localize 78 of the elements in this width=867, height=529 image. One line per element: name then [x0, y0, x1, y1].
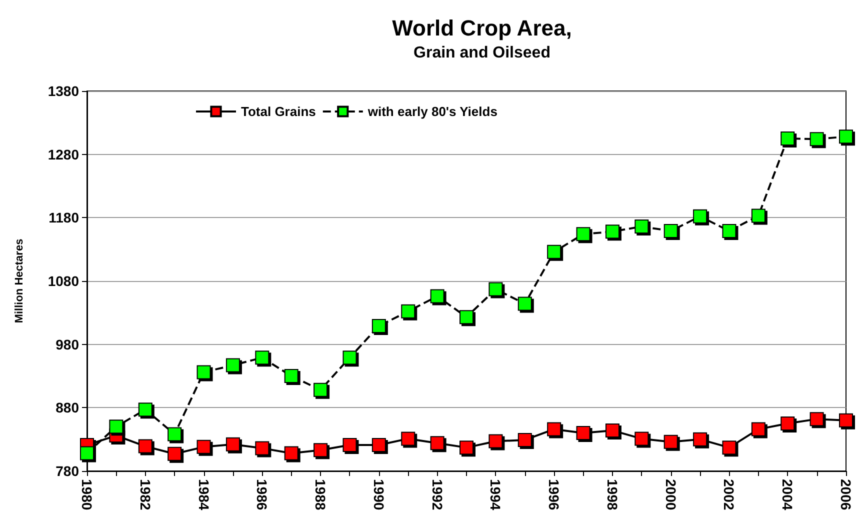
y-tick-label: 1280: [48, 146, 80, 162]
point: [488, 434, 503, 448]
x-tick-label: 1992: [429, 479, 446, 510]
point: [226, 437, 240, 452]
point: [693, 432, 708, 446]
x-tick-label: 2004: [780, 479, 796, 510]
point: [518, 432, 532, 447]
point: [722, 224, 736, 238]
legend-label: Total Grains: [241, 104, 316, 119]
point: [168, 427, 182, 442]
point: [284, 446, 298, 460]
x-tick-label: 1990: [370, 479, 387, 510]
point: [605, 224, 620, 239]
point: [488, 282, 503, 296]
y-tick-label: 1080: [48, 273, 80, 289]
point: [460, 310, 474, 324]
point: [839, 130, 853, 144]
y-axis-title: Million Hectares: [14, 238, 26, 324]
point: [547, 244, 562, 259]
point: [255, 350, 270, 365]
y-tick-label: 880: [56, 400, 80, 416]
y-tick-label: 1380: [48, 83, 80, 99]
chart-title: World Crop Area,: [392, 16, 572, 40]
point: [196, 440, 211, 454]
point: [138, 439, 152, 454]
point: [576, 227, 590, 242]
point: [372, 438, 386, 452]
point: [693, 209, 708, 224]
x-tick-label: 1988: [312, 479, 329, 510]
point: [664, 434, 678, 449]
point: [518, 296, 532, 311]
point: [314, 382, 328, 397]
point: [664, 224, 678, 238]
point: [722, 440, 736, 455]
x-tick-label: 1980: [79, 479, 95, 510]
chart-subtitle: Grain and Oilseed: [414, 44, 550, 62]
point: [226, 358, 240, 372]
x-tick-label: 1986: [254, 479, 270, 510]
point: [839, 413, 853, 428]
point: [342, 350, 357, 365]
point: [460, 440, 474, 455]
point: [547, 422, 562, 436]
point: [751, 422, 766, 436]
point: [138, 402, 152, 417]
x-tick-label: 2006: [838, 479, 854, 510]
x-tick-label: 2002: [721, 479, 738, 510]
point: [109, 420, 124, 434]
point: [810, 132, 824, 146]
point: [401, 432, 416, 446]
point: [372, 318, 386, 333]
x-tick-label: 1982: [137, 479, 154, 510]
point: [80, 446, 94, 460]
point: [780, 132, 795, 146]
y-tick-label: 1180: [48, 210, 80, 226]
point: [196, 365, 211, 380]
point: [255, 441, 270, 456]
x-tick-label: 1994: [488, 479, 504, 510]
x-tick-label: 1998: [604, 479, 620, 510]
point: [314, 443, 328, 458]
point: [430, 289, 444, 304]
point: [430, 436, 444, 450]
point: [634, 220, 649, 234]
y-tick-label: 980: [56, 336, 80, 352]
point: [810, 412, 824, 426]
point: [605, 423, 620, 438]
point: [401, 304, 416, 318]
point: [284, 369, 298, 383]
point: [634, 432, 649, 446]
point: [576, 426, 590, 440]
point: [751, 208, 766, 223]
point: [168, 446, 182, 461]
x-tick-label: 2000: [662, 479, 679, 510]
point: [342, 438, 357, 452]
x-tick-label: 1984: [196, 479, 212, 510]
point: [780, 416, 795, 430]
y-tick-label: 780: [56, 463, 80, 479]
legend-label: with early 80's Yields: [366, 104, 498, 119]
x-tick-label: 1996: [546, 479, 562, 510]
